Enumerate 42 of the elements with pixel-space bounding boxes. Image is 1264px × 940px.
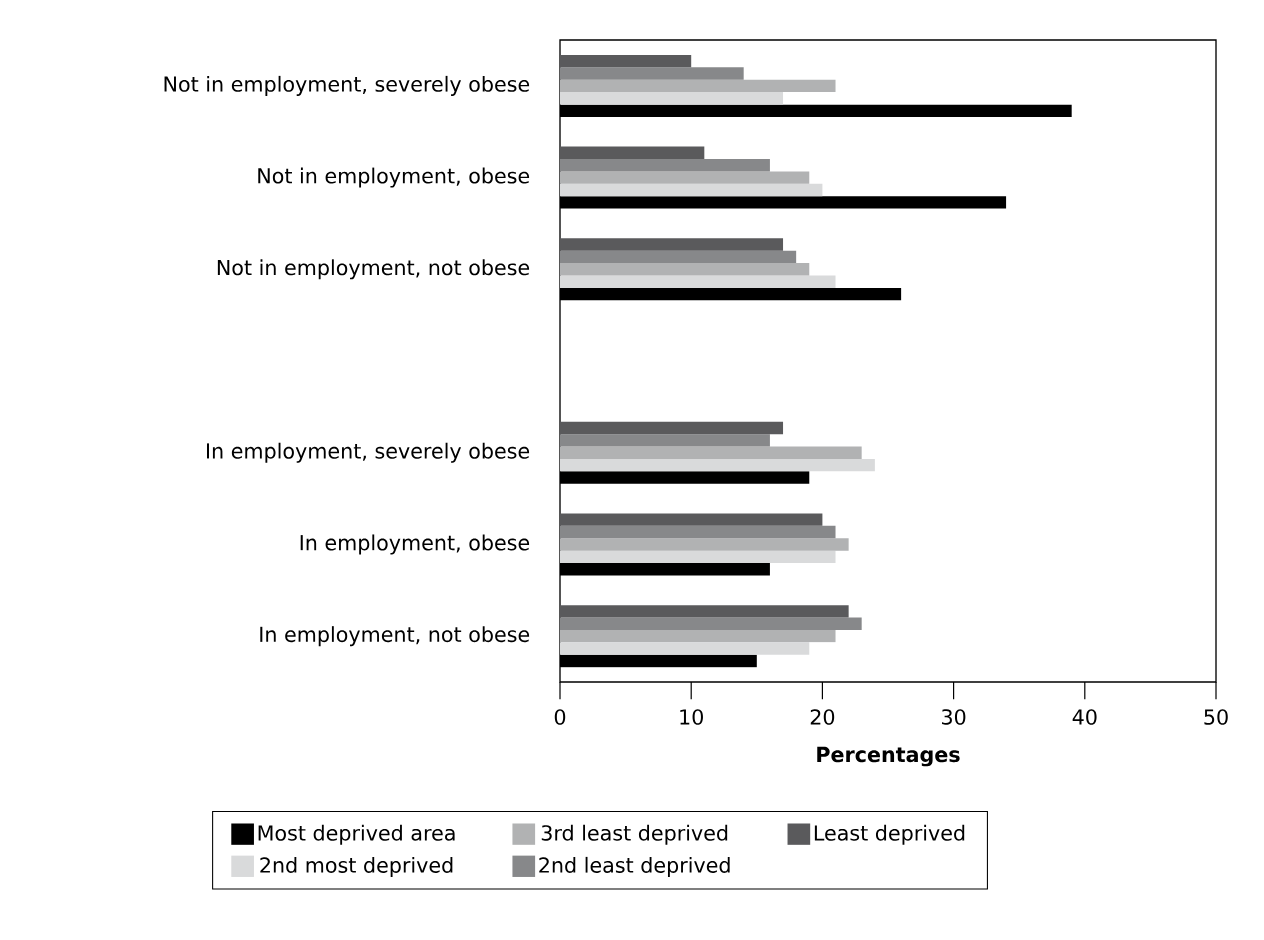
bar	[560, 183, 823, 197]
bar	[560, 67, 744, 80]
bar	[560, 513, 823, 526]
x-tick-label: 40	[1072, 709, 1097, 725]
bar	[560, 158, 770, 172]
bar	[560, 92, 784, 105]
bar	[560, 434, 770, 447]
bar	[560, 538, 849, 551]
bar	[560, 525, 836, 539]
bar	[560, 79, 836, 93]
x-tick-label: 10	[680, 709, 703, 725]
x-axis-title: Percentages	[817, 746, 960, 767]
x-tick-label: 20	[810, 709, 835, 725]
bar	[560, 275, 836, 288]
bar	[560, 550, 836, 564]
y-tick-label: Not in employment, obese	[258, 167, 530, 188]
bar	[560, 250, 797, 264]
bar	[560, 263, 810, 276]
y-tick-label: In employment, not obese	[260, 626, 530, 647]
y-tick-label: Not in employment, severely obese	[164, 75, 530, 96]
bar	[560, 605, 849, 618]
y-tick-label: In employment, severely obese	[206, 442, 530, 463]
legend-label: Least deprived	[814, 824, 965, 845]
x-tick-label: 30	[942, 709, 966, 725]
bar	[560, 617, 862, 630]
legend-label: Most deprived area	[258, 824, 455, 845]
legend-label: 2nd most deprived	[260, 856, 453, 877]
legend-label: 2nd least deprived	[539, 856, 730, 877]
bar	[560, 171, 810, 184]
bar	[560, 446, 862, 459]
bar	[560, 629, 836, 643]
bar	[560, 146, 705, 159]
x-tick-label: 50	[1204, 709, 1228, 725]
y-tick-label: In employment, obese	[300, 534, 530, 555]
legend-label: 3rd least deprived	[541, 824, 728, 845]
bar	[560, 458, 875, 472]
bar	[560, 238, 784, 251]
bar	[560, 54, 692, 68]
x-tick-label: 0	[554, 709, 566, 725]
bar	[560, 642, 810, 655]
y-tick-label: Not in employment, not obese	[217, 259, 530, 280]
bar	[560, 421, 784, 435]
